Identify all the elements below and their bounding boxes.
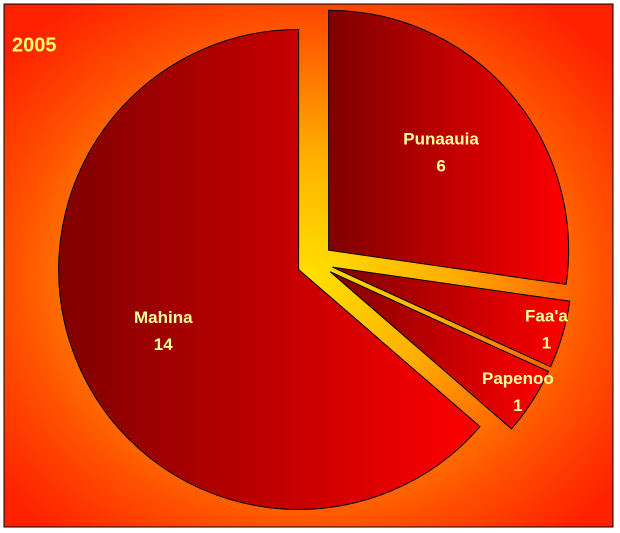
pie-slice-shade [58, 29, 481, 510]
slice-label: Papenoo [482, 369, 554, 388]
slice-label: Punaauia [403, 129, 479, 148]
slice-label: Mahina [134, 308, 193, 327]
slice-label: Faa'a [525, 306, 568, 325]
pie-slice-shade [332, 267, 570, 367]
slice-value: 14 [154, 335, 173, 354]
slice-value: 1 [542, 333, 551, 352]
slice-value: 1 [513, 396, 522, 415]
pie-slice-shade [330, 271, 549, 429]
slice-value: 6 [436, 156, 445, 175]
pie-slice-shade [328, 10, 569, 285]
chart-title: 2005 [12, 34, 57, 56]
